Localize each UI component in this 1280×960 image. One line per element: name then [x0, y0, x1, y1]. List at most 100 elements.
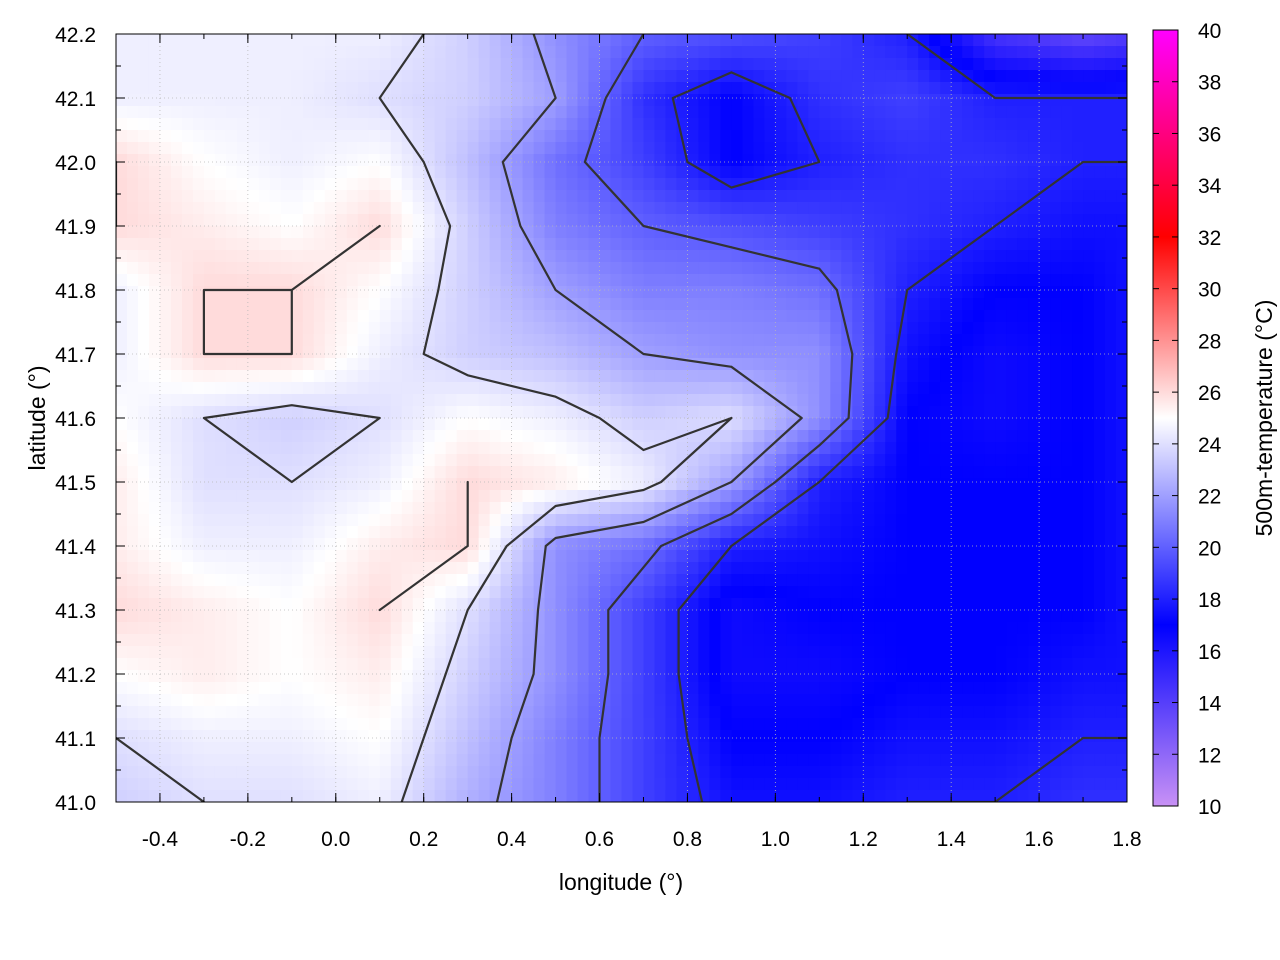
heatmap-cell	[214, 598, 227, 611]
heatmap-cell	[137, 34, 150, 47]
heatmap-cell	[742, 130, 754, 143]
heatmap-cell	[1050, 670, 1062, 683]
heatmap-cell	[709, 382, 721, 395]
heatmap-cell	[445, 142, 458, 155]
heatmap-cell	[335, 106, 348, 119]
heatmap-cell	[313, 490, 326, 503]
heatmap-cell	[1094, 454, 1106, 467]
heatmap-cell	[720, 646, 732, 659]
heatmap-cell	[808, 370, 820, 383]
heatmap-cell	[797, 370, 809, 383]
heatmap-cell	[500, 358, 513, 371]
heatmap-cell	[511, 490, 524, 503]
heatmap-cell	[676, 514, 689, 527]
heatmap-cell	[962, 166, 974, 179]
heatmap-cell	[566, 202, 579, 215]
heatmap-cell	[973, 166, 985, 179]
heatmap-cell	[841, 418, 853, 431]
heatmap-cell	[995, 478, 1007, 491]
heatmap-cell	[291, 586, 304, 599]
heatmap-cell	[401, 238, 414, 251]
heatmap-cell	[1050, 466, 1062, 479]
heatmap-cell	[445, 250, 458, 263]
heatmap-cell	[984, 514, 996, 527]
heatmap-cell	[599, 442, 612, 455]
heatmap-cell	[654, 178, 667, 191]
heatmap-cell	[1028, 118, 1040, 131]
heatmap-cell	[522, 322, 535, 335]
heatmap-cell	[720, 94, 732, 107]
heatmap-cell	[1094, 382, 1106, 395]
heatmap-cell	[214, 250, 227, 263]
heatmap-cell	[907, 610, 919, 623]
heatmap-cell	[797, 310, 809, 323]
heatmap-cell	[698, 478, 711, 491]
heatmap-cell	[621, 142, 634, 155]
heatmap-cell	[500, 622, 513, 635]
heatmap-cell	[687, 298, 700, 311]
heatmap-cell	[1094, 586, 1106, 599]
heatmap-cell	[203, 202, 216, 215]
heatmap-cell	[841, 178, 853, 191]
heatmap-cell	[808, 658, 820, 671]
heatmap-cell	[731, 670, 743, 683]
heatmap-cell	[577, 478, 590, 491]
heatmap-cell	[116, 226, 128, 239]
heatmap-cell	[478, 46, 491, 59]
heatmap-cell	[379, 514, 392, 527]
heatmap-cell	[555, 418, 568, 431]
heatmap-cell	[731, 490, 743, 503]
heatmap-cell	[445, 274, 458, 287]
heatmap-cell	[346, 454, 359, 467]
heatmap-cell	[126, 322, 139, 335]
heatmap-cell	[368, 658, 381, 671]
heatmap-cell	[214, 94, 227, 107]
heatmap-cell	[797, 226, 809, 239]
heatmap-cell	[313, 94, 326, 107]
heatmap-cell	[236, 646, 249, 659]
heatmap-cell	[819, 442, 831, 455]
heatmap-cell	[544, 406, 557, 419]
heatmap-cell	[885, 538, 897, 551]
heatmap-cell	[1072, 322, 1084, 335]
heatmap-cell	[225, 226, 238, 239]
heatmap-cell	[1028, 334, 1040, 347]
heatmap-cell	[709, 550, 721, 563]
heatmap-cell	[610, 262, 623, 275]
heatmap-cell	[137, 310, 150, 323]
heatmap-cell	[731, 346, 743, 359]
heatmap-cell	[313, 118, 326, 131]
heatmap-cell	[984, 646, 996, 659]
heatmap-cell	[687, 382, 700, 395]
heatmap-cell	[401, 562, 414, 575]
heatmap-cell	[478, 70, 491, 83]
heatmap-cell	[995, 586, 1007, 599]
heatmap-cell	[940, 418, 952, 431]
heatmap-cell	[170, 82, 183, 95]
heatmap-cell	[676, 214, 689, 227]
heatmap-cell	[379, 94, 392, 107]
heatmap-cell	[643, 430, 656, 443]
heatmap-cell	[214, 82, 227, 95]
heatmap-cell	[258, 634, 271, 647]
heatmap-cell	[698, 70, 711, 83]
heatmap-cell	[544, 142, 557, 155]
heatmap-cell	[269, 574, 282, 587]
heatmap-cell	[665, 214, 678, 227]
heatmap-cell	[863, 442, 875, 455]
heatmap-cell	[258, 562, 271, 575]
heatmap-cell	[830, 58, 842, 71]
heatmap-cell	[159, 658, 172, 671]
heatmap-cell	[808, 166, 820, 179]
heatmap-cell	[1061, 598, 1073, 611]
heatmap-cell	[720, 238, 732, 251]
heatmap-cell	[742, 166, 754, 179]
heatmap-cell	[896, 646, 908, 659]
heatmap-cell	[577, 70, 590, 83]
heatmap-cell	[1006, 298, 1018, 311]
heatmap-cell	[929, 502, 941, 515]
heatmap-cell	[995, 250, 1007, 263]
heatmap-cell	[423, 190, 436, 203]
heatmap-cell	[1105, 454, 1117, 467]
heatmap-cell	[753, 586, 765, 599]
